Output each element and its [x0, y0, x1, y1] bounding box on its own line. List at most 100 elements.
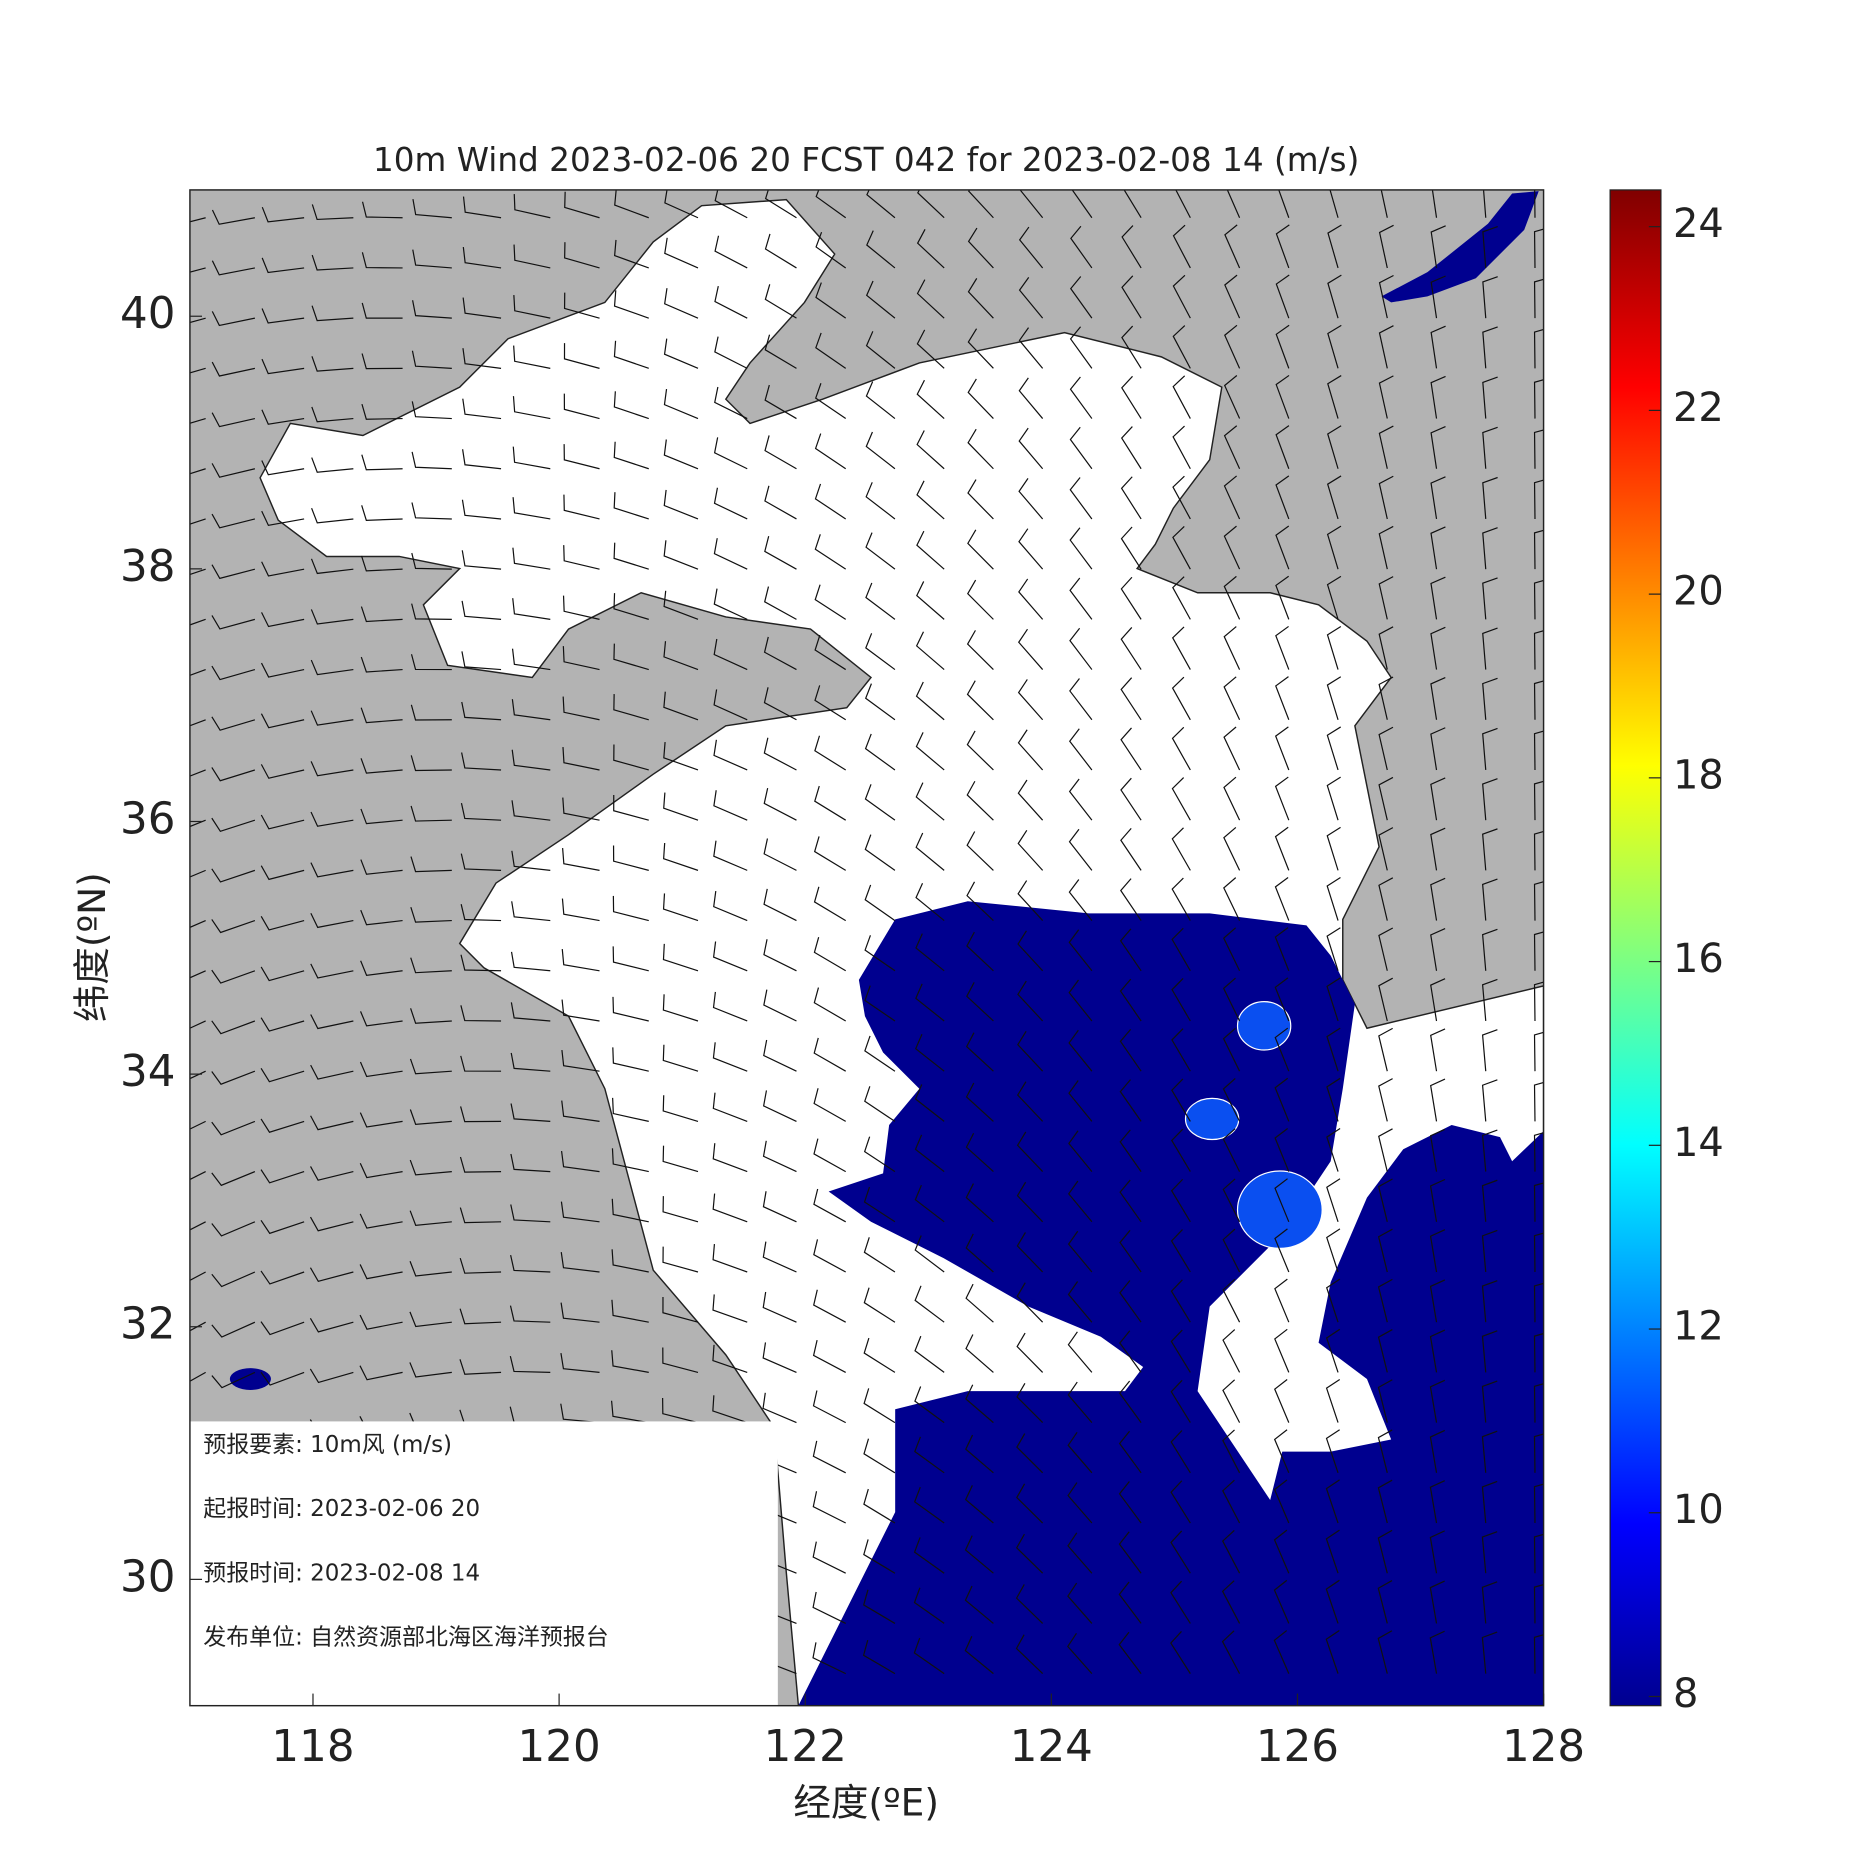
wind-barb [1275, 224, 1290, 269]
wind-barb [1482, 778, 1498, 821]
wind-barb [713, 840, 748, 871]
wind-barb [966, 881, 994, 922]
wind-barb [1481, 1280, 1498, 1323]
wind-barb [813, 1289, 846, 1323]
wind-barb [1378, 325, 1394, 369]
map-area [189, 189, 1544, 1706]
wind-barb [763, 687, 797, 721]
wind-barb [1175, 189, 1191, 219]
wind-barb [813, 937, 847, 972]
wind-barb [712, 1243, 748, 1273]
wind-barb [1222, 1178, 1241, 1223]
wind-barb [1273, 1479, 1290, 1524]
wind-barb [613, 744, 649, 771]
wind-barb [814, 584, 847, 620]
wind-barb [1430, 777, 1446, 821]
wind-barb [1430, 576, 1446, 620]
wind-barb [1120, 476, 1142, 520]
wind-barb [563, 545, 600, 570]
wind-barb [560, 1151, 600, 1173]
wind-barb [1018, 427, 1044, 470]
wind-barb [1327, 274, 1342, 319]
wind-barb [310, 710, 354, 726]
wind-barb [1017, 679, 1044, 721]
wind-barb [664, 288, 699, 319]
wind-barb [812, 1642, 846, 1675]
wind-barb [260, 916, 305, 931]
wind-barb [662, 1246, 699, 1273]
wind-barb [1275, 625, 1290, 670]
wind-barb [1325, 1529, 1340, 1574]
wind-barb [1274, 876, 1290, 921]
wind-barb [511, 850, 551, 871]
wind-barb [813, 1188, 846, 1223]
wind-barb [1326, 475, 1342, 520]
wind-barb [812, 1339, 846, 1373]
wind-barb [1015, 1533, 1044, 1574]
wind-barb [916, 430, 945, 470]
wind-barb [1067, 1431, 1093, 1474]
wind-region [1381, 191, 1539, 303]
wind-barb [1275, 575, 1290, 620]
wind-barb [1533, 931, 1544, 971]
wind-barb [663, 388, 699, 420]
wind-barb [1120, 727, 1142, 771]
wind-barb [1326, 1027, 1341, 1072]
wind-barb [1533, 630, 1544, 670]
wind-barb [1482, 326, 1498, 369]
wind-barb [1172, 375, 1191, 419]
wind-barb [712, 1294, 748, 1323]
wind-barb [1171, 1078, 1191, 1122]
wind-barb [916, 530, 945, 570]
wind-barb [1377, 1429, 1393, 1473]
wind-barb [1171, 1028, 1191, 1072]
wind-barb [512, 446, 551, 470]
wind-barb [965, 1233, 994, 1273]
wind-barb [461, 701, 502, 721]
wind-barb [762, 1392, 797, 1424]
wind-barb [359, 1213, 403, 1229]
wind-barb [511, 648, 551, 671]
wind-barb [763, 989, 797, 1022]
wind-barb [611, 1350, 649, 1373]
wind-barb [1222, 1479, 1241, 1524]
wind-barb [966, 982, 994, 1022]
wind-barb [662, 1347, 699, 1373]
wind-barb [1069, 477, 1093, 520]
wind-barb [763, 737, 797, 771]
wind-barb [913, 1637, 945, 1675]
wind-barb [189, 618, 206, 626]
wind-barb [410, 704, 452, 721]
wind-barb [1326, 977, 1341, 1022]
wind-barb [359, 1314, 403, 1330]
wind-barb [1275, 525, 1290, 570]
wind-barb [764, 334, 797, 369]
wind-barb [1533, 1583, 1544, 1624]
wind-barb [1170, 1379, 1191, 1423]
x-tick-label: 122 [764, 1722, 847, 1772]
wind-barb [360, 909, 403, 926]
wind-barb [764, 485, 797, 520]
wind-barb [915, 832, 945, 871]
wind-barb [461, 651, 502, 671]
wind-barb [1222, 927, 1241, 972]
x-axis-label: 经度(ºE) [793, 1780, 939, 1824]
wind-barb [712, 1193, 748, 1223]
wind-barb [1533, 1232, 1544, 1273]
wind-barb [812, 1591, 846, 1624]
wind-barb [1378, 224, 1394, 269]
wind-barb [211, 716, 256, 731]
wind-barb [863, 1438, 896, 1474]
wind-barb [1378, 776, 1394, 821]
wind-barb [663, 842, 699, 871]
wind-barb [311, 254, 354, 271]
wind-barb [461, 752, 502, 771]
wind-barb [261, 409, 305, 425]
wind-barb [1274, 1278, 1290, 1323]
wind-barb [1273, 1379, 1290, 1423]
wind-barb [560, 1353, 600, 1374]
wind-barb [1533, 1031, 1544, 1072]
wind-barb [461, 550, 502, 570]
wind-barb [311, 457, 354, 473]
wind-barb [1482, 376, 1498, 419]
